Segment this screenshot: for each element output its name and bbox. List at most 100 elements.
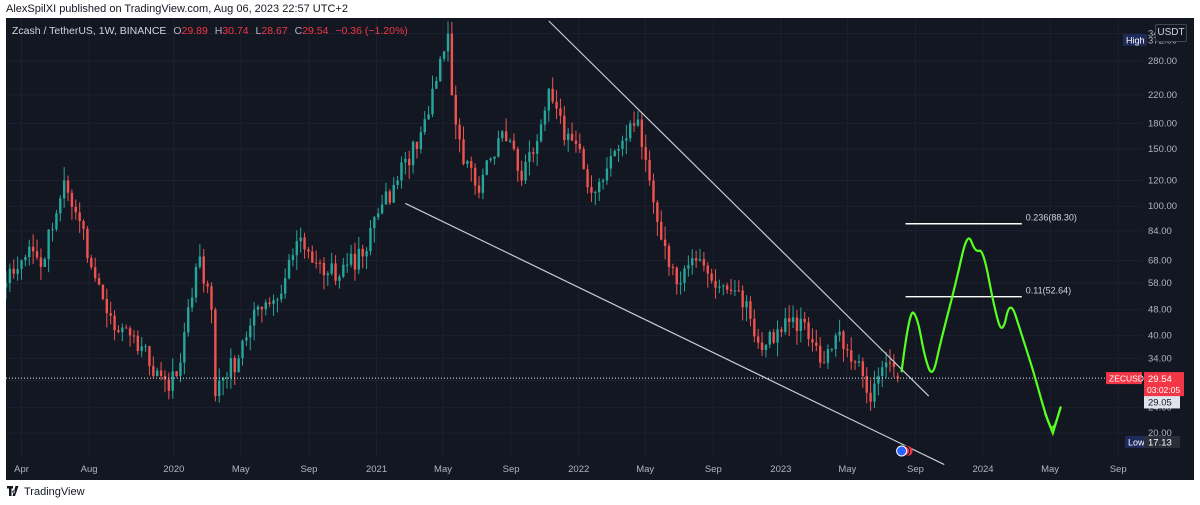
- candle-body: [109, 313, 112, 316]
- candle-body: [295, 241, 298, 256]
- candle-body: [590, 187, 593, 193]
- y-tick-label: 34.00: [1148, 353, 1172, 364]
- candle-body: [392, 184, 395, 203]
- candle-body: [24, 257, 27, 261]
- candle-body: [617, 149, 620, 152]
- candle-body: [675, 267, 678, 285]
- y-tick-label: 220.00: [1148, 90, 1177, 101]
- candle-body: [272, 300, 275, 304]
- candle-body: [671, 266, 675, 268]
- open-value: 29.89: [181, 25, 208, 37]
- low-value: 28.67: [261, 25, 288, 37]
- candle-body: [729, 289, 733, 292]
- candle-body: [873, 383, 876, 402]
- candle-body: [415, 141, 419, 150]
- candle-body: [16, 269, 19, 274]
- candle-body: [714, 280, 717, 288]
- candle-body: [287, 259, 291, 279]
- candle-body: [663, 239, 667, 247]
- candle-body: [264, 302, 267, 310]
- y-tick-label: 48.00: [1148, 305, 1172, 316]
- candle-body: [105, 298, 109, 314]
- x-tick-label: May: [434, 464, 452, 475]
- candle-body: [8, 268, 12, 283]
- candle-body: [784, 318, 787, 332]
- candle-body: [117, 330, 120, 333]
- candle-body: [183, 332, 186, 363]
- candle-body: [47, 229, 50, 259]
- candle-body: [454, 95, 457, 125]
- symbol-price-tag: [1106, 372, 1142, 385]
- candle-body: [865, 375, 868, 393]
- candle-body: [687, 265, 690, 269]
- candle-body: [594, 192, 597, 194]
- candle-body: [446, 33, 450, 52]
- candle-body: [795, 317, 799, 332]
- candle-body: [159, 370, 163, 376]
- candle-body: [450, 33, 454, 96]
- candle-body: [745, 301, 748, 308]
- price-chart[interactable]: 0.236(88.30)0.11(52.64) 340.00280.00220.…: [6, 18, 1194, 480]
- currency-selector[interactable]: USDT: [1155, 24, 1187, 42]
- y-tick-label: 58.00: [1148, 278, 1172, 289]
- candle-body: [291, 255, 295, 260]
- drawings: 0.236(88.30) 0.11(52.64): [6, 20, 1142, 466]
- candle-body: [516, 149, 519, 171]
- candle-body: [307, 249, 310, 252]
- candle-body: [144, 346, 147, 348]
- candle-body: [369, 228, 372, 252]
- candle-body: [621, 140, 624, 150]
- low-marker-label: Low: [1128, 438, 1145, 448]
- candle-body: [167, 379, 171, 391]
- candle-body: [249, 325, 252, 338]
- candle-body: [477, 185, 481, 193]
- candle-body: [811, 338, 814, 343]
- candle-body: [361, 248, 364, 257]
- candle-body: [171, 371, 174, 391]
- candle-body: [78, 212, 81, 222]
- candle-body: [113, 315, 116, 331]
- candle-body: [551, 88, 554, 102]
- candle-body: [260, 306, 264, 310]
- candle-body: [718, 286, 721, 288]
- candle-body: [869, 392, 872, 402]
- x-tick-label: 2023: [770, 464, 791, 475]
- candle-body: [822, 362, 826, 364]
- candle-body: [667, 246, 671, 267]
- candle-body: [706, 265, 709, 274]
- candle-body: [299, 237, 302, 242]
- fib-level-label: 0.11(52.64): [1026, 286, 1071, 296]
- reference-price-box: [1144, 395, 1180, 409]
- candle-body: [314, 262, 318, 264]
- bar-countdown: 03:02:05: [1147, 385, 1180, 395]
- candle-body: [396, 180, 399, 185]
- candle-body: [543, 110, 547, 125]
- candle-body: [124, 327, 128, 329]
- candle-body: [90, 258, 93, 268]
- candle-body: [318, 262, 322, 264]
- candle-body: [532, 152, 535, 154]
- candle-body: [834, 335, 837, 349]
- chart-area[interactable]: 0.236(88.30)0.11(52.64) 340.00280.00220.…: [6, 18, 1194, 480]
- candle-body: [597, 181, 601, 193]
- candle-body: [334, 263, 337, 281]
- candle-body: [815, 342, 818, 346]
- candle-body: [733, 290, 737, 292]
- candle-body: [772, 332, 775, 343]
- candle-body: [163, 375, 167, 380]
- candle-body: [276, 299, 279, 301]
- candle-body: [768, 332, 771, 345]
- candle-body: [194, 266, 198, 298]
- x-tick-label: May: [232, 464, 250, 475]
- x-tick-label: 2022: [568, 464, 589, 475]
- candle-body: [776, 329, 779, 343]
- candle-body: [629, 123, 632, 139]
- candle-body: [582, 149, 585, 170]
- candle-body: [190, 297, 194, 308]
- candle-body: [458, 124, 461, 140]
- y-tick-label: 100.00: [1148, 201, 1177, 212]
- candle-body: [640, 119, 644, 148]
- x-tick-label: May: [1041, 464, 1059, 475]
- candle-body: [528, 152, 531, 162]
- candle-body: [175, 371, 178, 377]
